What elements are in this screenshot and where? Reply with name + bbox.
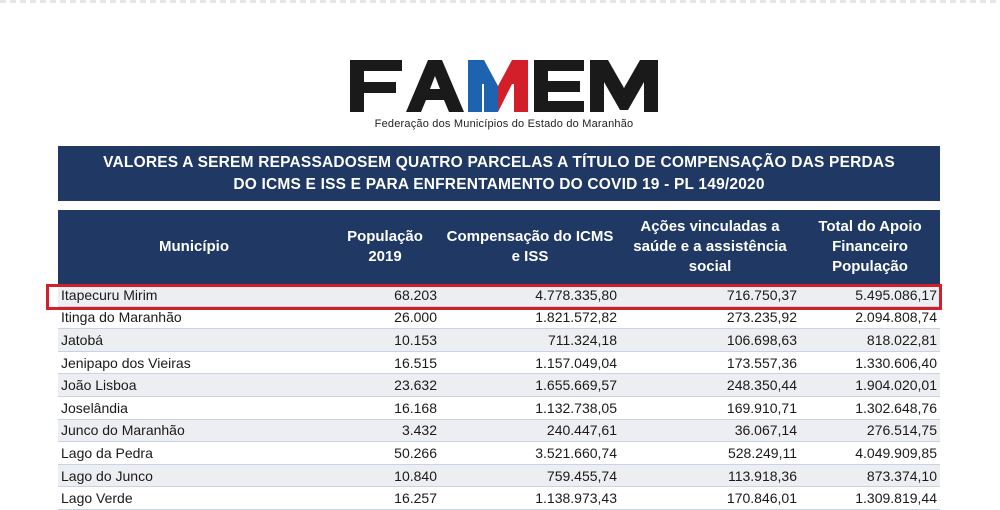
document-title: VALORES A SEREM REPASSADOSEM QUATRO PARC… <box>58 146 940 201</box>
table-row: João Lisboa 23.632 1.655.669,57 248.350,… <box>58 373 940 397</box>
cell-acoes: 36.067,14 <box>620 419 800 443</box>
cell-municipio: Junco do Maranhão <box>58 419 330 443</box>
cell-total: 4.049.909,85 <box>800 441 940 465</box>
cell-compensacao: 1.132.738,05 <box>440 396 620 420</box>
cell-total: 1.309.819,44 <box>800 486 940 510</box>
table-row: Itinga do Maranhão 26.000 1.821.572,82 2… <box>58 306 940 330</box>
header-compensacao: Compensação do ICMS e ISS <box>440 210 620 284</box>
cell-compensacao: 1.655.669,57 <box>440 373 620 397</box>
cell-compensacao: 4.778.335,80 <box>440 284 620 307</box>
cell-acoes: 113.918,36 <box>620 464 800 488</box>
cell-populacao: 23.632 <box>330 373 440 397</box>
cell-municipio: Itapecuru Mirim <box>58 284 330 307</box>
cell-populacao: 26.000 <box>330 306 440 330</box>
cell-populacao: 16.257 <box>330 486 440 510</box>
cell-municipio: Lago da Pedra <box>58 441 330 465</box>
header-municipio: Município <box>58 210 330 284</box>
cell-total: 873.374,10 <box>800 464 940 488</box>
cell-populacao: 50.266 <box>330 441 440 465</box>
cell-populacao: 16.515 <box>330 351 440 375</box>
famem-logo: Federação dos Municípios do Estado do Ma… <box>344 56 664 134</box>
table-row: Itapecuru Mirim 68.203 4.778.335,80 716.… <box>58 284 940 307</box>
compensation-table: Município População 2019 Compensação do … <box>58 210 940 510</box>
table-row: Lago Verde 16.257 1.138.973,43 170.846,0… <box>58 486 940 510</box>
cell-populacao: 68.203 <box>330 284 440 307</box>
table-row: Junco do Maranhão 3.432 240.447,61 36.06… <box>58 419 940 443</box>
cell-municipio: Jatobá <box>58 328 330 352</box>
cell-municipio: Lago do Junco <box>58 464 330 488</box>
table-row: Joselândia 16.168 1.132.738,05 169.910,7… <box>58 396 940 420</box>
logo-subtitle: Federação dos Municípios do Estado do Ma… <box>374 118 634 130</box>
cell-acoes: 716.750,37 <box>620 284 800 307</box>
header-acoes: Ações vinculadas a saúde e a assistência… <box>620 210 800 284</box>
cell-acoes: 173.557,36 <box>620 351 800 375</box>
cell-acoes: 248.350,44 <box>620 373 800 397</box>
table-row: Jenipapo dos Vieiras 16.515 1.157.049,04… <box>58 351 940 375</box>
title-line-2: DO ICMS E ISS E PARA ENFRENTAMENTO DO CO… <box>233 175 765 193</box>
cell-total: 1.904.020,01 <box>800 373 940 397</box>
cell-acoes: 528.249,11 <box>620 441 800 465</box>
table-row: Lago da Pedra 50.266 3.521.660,74 528.24… <box>58 441 940 465</box>
cell-compensacao: 1.138.973,43 <box>440 486 620 510</box>
table-body: Itapecuru Mirim 68.203 4.778.335,80 716.… <box>58 284 940 510</box>
cell-acoes: 106.698,63 <box>620 328 800 352</box>
cell-acoes: 273.235,92 <box>620 306 800 330</box>
top-divider <box>0 0 1000 3</box>
cell-municipio: Lago Verde <box>58 486 330 510</box>
cell-municipio: Jenipapo dos Vieiras <box>58 351 330 375</box>
cell-populacao: 16.168 <box>330 396 440 420</box>
cell-total: 818.022,81 <box>800 328 940 352</box>
cell-populacao: 10.153 <box>330 328 440 352</box>
cell-municipio: Itinga do Maranhão <box>58 306 330 330</box>
famem-wordmark <box>350 60 658 112</box>
title-line-1: VALORES A SEREM REPASSADOSEM QUATRO PARC… <box>103 153 895 171</box>
cell-compensacao: 1.821.572,82 <box>440 306 620 330</box>
table-row: Lago do Junco 10.840 759.455,74 113.918,… <box>58 464 940 488</box>
cell-compensacao: 759.455,74 <box>440 464 620 488</box>
table-header: Município População 2019 Compensação do … <box>58 210 940 284</box>
header-populacao: População 2019 <box>330 210 440 284</box>
cell-total: 5.495.086,17 <box>800 284 940 307</box>
cell-compensacao: 711.324,18 <box>440 328 620 352</box>
cell-populacao: 10.840 <box>330 464 440 488</box>
header-total: Total do Apoio Financeiro População <box>800 210 940 284</box>
cell-acoes: 170.846,01 <box>620 486 800 510</box>
cell-total: 276.514,75 <box>800 419 940 443</box>
cell-compensacao: 3.521.660,74 <box>440 441 620 465</box>
cell-municipio: Joselândia <box>58 396 330 420</box>
cell-municipio: João Lisboa <box>58 373 330 397</box>
table-row: Jatobá 10.153 711.324,18 106.698,63 818.… <box>58 328 940 352</box>
cell-acoes: 169.910,71 <box>620 396 800 420</box>
cell-compensacao: 1.157.049,04 <box>440 351 620 375</box>
cell-populacao: 3.432 <box>330 419 440 443</box>
cell-total: 2.094.808,74 <box>800 306 940 330</box>
cell-compensacao: 240.447,61 <box>440 419 620 443</box>
cell-total: 1.330.606,40 <box>800 351 940 375</box>
cell-total: 1.302.648,76 <box>800 396 940 420</box>
